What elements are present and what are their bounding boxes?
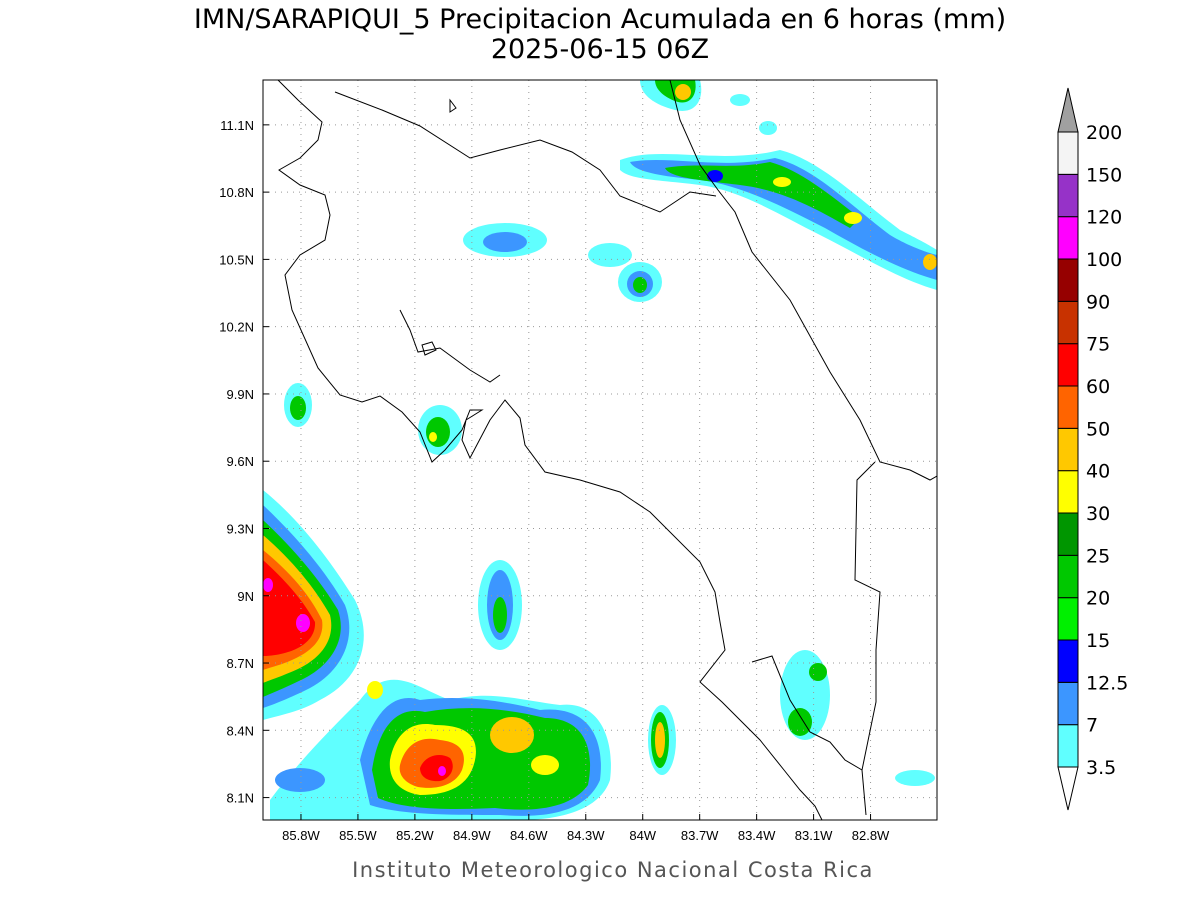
lat-tick-label: 9N: [237, 589, 254, 604]
colorbar-label: 60: [1086, 376, 1110, 398]
colorbar-box: [1057, 470, 1079, 514]
colorbar-label: 40: [1086, 461, 1110, 483]
colorbar-box: [1057, 216, 1079, 260]
lon-tick-label: 85.8W: [282, 828, 320, 843]
colorbar-box: [1057, 724, 1079, 768]
coastlines: [277, 80, 937, 820]
colorbar-label: 20: [1086, 588, 1110, 610]
colorbar-box: [1057, 343, 1079, 387]
colorbar-label: 200: [1086, 122, 1122, 144]
lat-tick-label: 9.3N: [227, 521, 254, 536]
colorbar-label: 75: [1086, 334, 1110, 356]
lat-tick-label: 9.6N: [227, 454, 254, 469]
map-frame: [262, 79, 938, 821]
colorbar-label: 7: [1086, 715, 1098, 737]
colorbar-label: 12.5: [1086, 672, 1128, 694]
title: IMN/SARAPIQUI_5 Precipitacion Acumulada …: [194, 4, 1006, 35]
colorbar-under: [1057, 766, 1079, 811]
lat-tick-label: 8.1N: [227, 791, 254, 806]
lat-tick-label: 10.2N: [219, 320, 254, 335]
colorbar-label: 100: [1086, 249, 1122, 271]
lon-tick-label: 82.8W: [852, 828, 890, 843]
subtitle: 2025-06-15 06Z: [491, 34, 709, 65]
colorbar-box: [1057, 131, 1079, 175]
colorbar-label: 3.5: [1086, 757, 1116, 779]
colorbar-label: 120: [1086, 207, 1122, 229]
colorbar-box: [1057, 385, 1079, 429]
colorbar-box: [1057, 597, 1079, 641]
colorbar-box: [1057, 173, 1079, 218]
colorbar-label: 30: [1086, 503, 1110, 525]
lat-tick-label: 11.1N: [220, 118, 254, 133]
lon-tick-label: 83.4W: [738, 828, 776, 843]
colorbar-label: 150: [1086, 164, 1122, 186]
lat-tick-label: 8.7N: [227, 656, 254, 671]
lat-tick-label: 10.8N: [219, 185, 254, 200]
precip-field: [263, 80, 937, 820]
colorbar-box: [1057, 639, 1079, 683]
lon-tick-label: 84.9W: [453, 828, 491, 843]
lon-tick-label: 85.5W: [339, 828, 377, 843]
lon-tick-label: 84.3W: [567, 828, 605, 843]
colorbar-box: [1057, 681, 1079, 726]
lat-tick-label: 10.5N: [219, 252, 254, 267]
colorbar-label: 25: [1086, 545, 1110, 567]
graticule: [263, 80, 937, 820]
colorbar: 3.5 7 12.5 15 20 25 30 40 50 60 75 90 100 120 150 200: [1057, 87, 1128, 811]
colorbar-box: [1057, 427, 1079, 472]
lat-tick-label: 9.9N: [227, 387, 254, 402]
colorbar-label: 50: [1086, 418, 1110, 440]
colorbar-box: [1057, 258, 1079, 302]
colorbar-label: 90: [1086, 291, 1110, 313]
lon-tick-label: 84W: [629, 828, 656, 843]
lon-tick-label: 85.2W: [396, 828, 434, 843]
colorbar-over: [1057, 87, 1079, 133]
colorbar-box: [1057, 300, 1079, 345]
axis-ticks: 85.8W 85.5W 85.2W 84.9W 84.6W 84.3W 84W 83.7W 83…: [219, 118, 890, 843]
colorbar-box: [1057, 554, 1079, 599]
lon-tick-label: 83.7W: [681, 828, 719, 843]
lon-tick-label: 84.6W: [510, 828, 548, 843]
footer: Instituto Meteorologico Nacional Costa R…: [352, 858, 874, 882]
lon-tick-label: 83.1W: [795, 828, 833, 843]
colorbar-label: 15: [1086, 630, 1110, 652]
colorbar-box: [1057, 512, 1079, 556]
lat-tick-label: 8.4N: [227, 723, 254, 738]
